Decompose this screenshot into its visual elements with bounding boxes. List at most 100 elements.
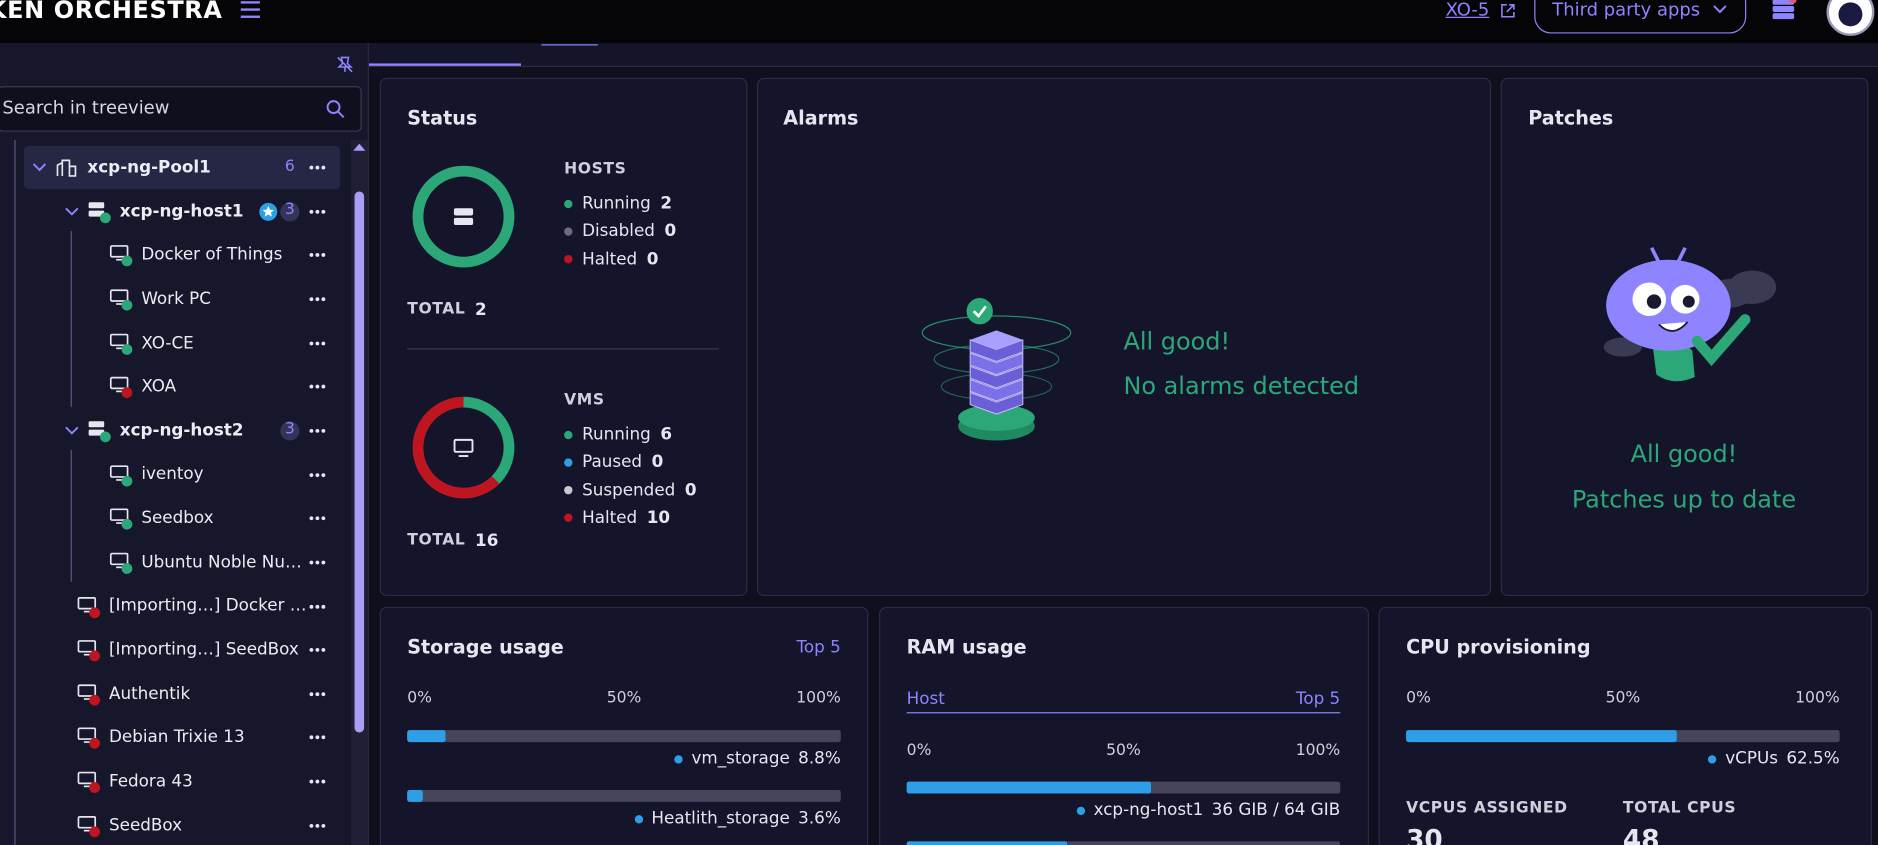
tree-icon-vm: [109, 289, 133, 311]
more-icon: [309, 648, 326, 652]
legend-name: Paused: [582, 452, 643, 472]
patches-message: Patches up to date: [1571, 484, 1797, 514]
more-icon: [309, 428, 326, 433]
host-slot: [88, 210, 105, 217]
bar-fill: [407, 730, 446, 743]
scroll-thumb[interactable]: [354, 191, 365, 733]
state-dot: [121, 299, 133, 311]
more-dot: [321, 648, 326, 652]
vm-screen: [109, 552, 129, 565]
more-icon: [309, 209, 326, 214]
tree-icon-vm: [109, 245, 133, 267]
chevron: [65, 207, 79, 216]
vm-screen: [77, 640, 97, 653]
more-dot: [321, 560, 326, 565]
more-dot: [309, 560, 314, 565]
bar-value-label: 62.5%: [1786, 749, 1840, 769]
more-dot: [309, 779, 314, 784]
search-box[interactable]: [0, 86, 362, 132]
donut-hosts: [412, 165, 515, 268]
head: [1606, 259, 1731, 351]
more-dot: [309, 604, 314, 609]
column-header: Host: [906, 689, 945, 709]
legend-value: 10: [646, 508, 671, 528]
tree-label[interactable]: Work PC: [141, 289, 211, 309]
bar-track: [906, 840, 1341, 845]
host-slot: [88, 421, 105, 428]
apps-button-label[interactable]: Third party apps: [1552, 0, 1701, 21]
tree-icon-host: [88, 201, 111, 223]
tree-count: 3: [284, 201, 295, 220]
tree-line: [70, 450, 72, 582]
tree-label[interactable]: SeedBox: [108, 815, 183, 836]
tree-label[interactable]: Debian Trixie 13: [108, 728, 245, 748]
legend-name: Running: [582, 193, 651, 213]
bar-name: xcp-ng-host1: [1093, 801, 1204, 821]
avatar-eye: [1838, 2, 1863, 27]
tree-label[interactable]: xcp-ng-host1: [119, 201, 244, 221]
tree-label[interactable]: xcp-ng-Pool1: [87, 157, 211, 178]
vm-screen: [109, 333, 129, 346]
bar-fill: [906, 781, 1151, 794]
top-link[interactable]: Top 5: [796, 637, 841, 657]
alarms-headline: All good!: [1123, 326, 1231, 356]
server-block: [969, 391, 1024, 415]
alarms-illustration: [921, 298, 1072, 441]
avatar: [1826, 0, 1875, 36]
legend-dot: [674, 755, 684, 764]
total-value: 2: [475, 300, 487, 320]
state-dot: [121, 387, 133, 399]
state-dot: [89, 650, 101, 662]
tree-label[interactable]: Seedbox: [141, 508, 214, 528]
tree-label[interactable]: Ubuntu Noble Nu…: [141, 552, 302, 572]
bar-name: vm_storage: [691, 749, 790, 769]
legend-dot: [564, 199, 573, 208]
donut-icon: [453, 217, 474, 226]
more-dot: [315, 253, 320, 258]
apps-button[interactable]: [1534, 0, 1747, 34]
search-icon: [326, 100, 345, 118]
tree-icon-vm: [77, 596, 101, 618]
state-dot: [89, 826, 101, 837]
tree-row-selected: [23, 146, 341, 190]
more-dot: [321, 472, 326, 477]
tree-icon-vm: [109, 377, 133, 399]
tree-label[interactable]: Docker of Things: [141, 245, 283, 265]
tree-icon-vm: [109, 464, 133, 486]
tree-label[interactable]: xcp-ng-host2: [119, 421, 244, 441]
xo-link[interactable]: XO-5: [1445, 0, 1490, 21]
tick-label: 50%: [1605, 688, 1641, 707]
count-badge: [280, 201, 300, 221]
state-dot: [121, 343, 133, 355]
chevron-icon: [1713, 5, 1727, 14]
tree-label[interactable]: Fedora 43: [108, 772, 193, 792]
card-title: CPU provisioning: [1406, 635, 1591, 658]
brand: KEN ORCHESTRA: [0, 0, 223, 24]
tree-label[interactable]: iventoy: [141, 464, 204, 485]
top-link[interactable]: Top 5: [1295, 689, 1341, 709]
more-dot: [315, 297, 320, 302]
vm-screen: [77, 727, 97, 741]
tree-label[interactable]: [Importing…] SeedBox: [108, 640, 299, 660]
more-icon: [309, 692, 326, 696]
menu-bar: [240, 15, 260, 18]
state-dot: [121, 475, 133, 486]
more-dot: [315, 823, 320, 828]
legend-dot: [564, 458, 573, 467]
more-dot: [315, 604, 320, 609]
tree-label[interactable]: XO-CE: [141, 333, 194, 353]
bar-value-label: 3.6%: [798, 808, 841, 829]
card-title: Storage usage: [407, 635, 564, 658]
tree-label[interactable]: [Importing…] Docker …: [108, 596, 307, 616]
tick-label: 100%: [1295, 741, 1341, 760]
vm-screen: [109, 377, 129, 390]
legend-value: 0: [684, 480, 697, 500]
tree-label[interactable]: XOA: [141, 377, 177, 397]
tree-count: 3: [284, 420, 295, 439]
pupil: [1646, 294, 1662, 309]
card-title: Patches: [1528, 106, 1614, 129]
more-icon: [309, 297, 326, 302]
scroll-up: [353, 143, 366, 151]
tree-label[interactable]: Authentik: [108, 684, 191, 704]
vm-screen: [77, 596, 97, 609]
